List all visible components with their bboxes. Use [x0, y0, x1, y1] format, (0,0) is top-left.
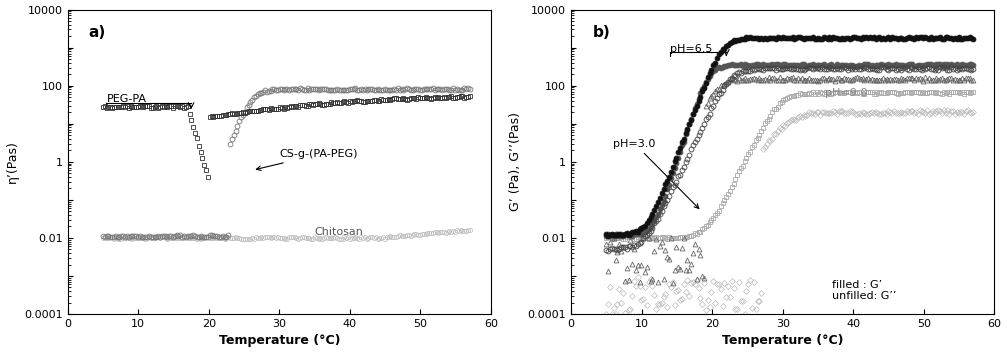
- Text: filled : G’
unfilled: G’’: filled : G’ unfilled: G’’: [832, 280, 896, 301]
- Text: pH=6.5: pH=6.5: [670, 44, 712, 54]
- Text: a): a): [89, 25, 106, 40]
- X-axis label: Temperature (°C): Temperature (°C): [722, 334, 844, 347]
- Text: CS-g-(PA-PEG): CS-g-(PA-PEG): [257, 149, 357, 170]
- X-axis label: Temperature (°C): Temperature (°C): [219, 334, 340, 347]
- Text: pH=9.0: pH=9.0: [825, 88, 868, 97]
- Y-axis label: η’(Pas): η’(Pas): [6, 140, 18, 183]
- Text: pH=3.0: pH=3.0: [613, 139, 699, 209]
- Text: Chitosan: Chitosan: [314, 227, 364, 237]
- Y-axis label: G’ (Pa), G’’(Pas): G’ (Pa), G’’(Pas): [510, 112, 522, 211]
- Text: b): b): [592, 25, 610, 40]
- Text: PEG-PA: PEG-PA: [107, 94, 146, 104]
